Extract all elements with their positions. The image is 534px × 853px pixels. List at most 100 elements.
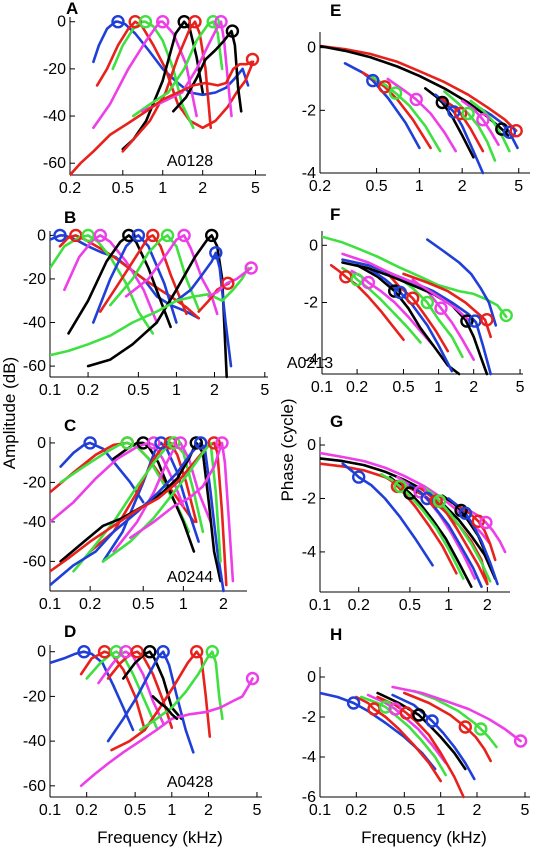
cf-marker-green xyxy=(109,645,124,659)
y-tick-label: -4 xyxy=(302,165,316,182)
x-tick-label: 5 xyxy=(516,379,525,396)
series-group xyxy=(70,20,255,177)
series-line-green xyxy=(380,473,465,580)
series-line-black xyxy=(122,650,183,721)
animal-id-label: A0128 xyxy=(167,153,213,170)
y-tick-label: -60 xyxy=(23,778,46,795)
cf-marker-red xyxy=(453,106,468,121)
cf-marker-magenta xyxy=(409,92,423,107)
panel-d: 0.1 0.2 0.5 1 2 5 0 -20 -40 -60 D A0428 xyxy=(23,622,262,819)
series-group xyxy=(50,234,253,379)
y-tick-label: 0 xyxy=(37,227,46,244)
y-tick-label: -2 xyxy=(302,102,316,119)
cf-marker-blue xyxy=(209,246,223,260)
y-tick-label: 0 xyxy=(307,437,316,454)
cf-marker-magenta xyxy=(177,228,191,243)
series-line-green xyxy=(396,275,464,359)
y-tick-label: -4 xyxy=(304,352,318,369)
x-tick-label: 5 xyxy=(251,180,260,197)
cf-marker-magenta xyxy=(513,734,528,748)
cf-marker-red xyxy=(509,123,523,138)
panel-letter: F xyxy=(330,205,340,224)
cf-marker-blue xyxy=(154,436,168,450)
x-tick-label: 1 xyxy=(444,597,453,614)
series-group xyxy=(320,451,507,588)
y-tick-label: -4 xyxy=(302,544,316,561)
cf-marker-blue xyxy=(77,645,91,659)
x-tick-label: 0.2 xyxy=(76,802,98,819)
cf-marker-blue xyxy=(458,506,473,520)
series-line-blue xyxy=(408,483,483,588)
y-tick-label: 0 xyxy=(37,644,46,661)
panel-letter: D xyxy=(64,622,76,641)
x-tick-label: 1 xyxy=(172,382,181,399)
cf-marker-green xyxy=(81,228,95,243)
cf-marker-black xyxy=(189,436,204,450)
x-tick-label: 0.5 xyxy=(392,379,414,396)
cf-marker-green xyxy=(420,295,434,310)
cf-marker-green xyxy=(461,106,475,121)
series-line-green xyxy=(368,74,442,153)
series-line-magenta xyxy=(391,685,522,743)
cf-marker-blue xyxy=(193,436,208,450)
y-tick-label: -40 xyxy=(23,733,46,750)
panel-letter: E xyxy=(330,1,341,20)
cf-marker-blue xyxy=(502,125,517,140)
x-tick-label: 0.2 xyxy=(345,802,367,819)
cf-marker-black xyxy=(460,314,474,328)
series-group xyxy=(320,685,522,799)
x-tick-label: 0.1 xyxy=(309,597,331,614)
cf-marker-green xyxy=(393,479,407,494)
cf-marker-magenta xyxy=(155,15,170,29)
series-line-green xyxy=(138,650,224,732)
panel-letter: H xyxy=(330,625,342,644)
x-tick-label: 0.5 xyxy=(127,382,149,399)
x-tick-label: 1 xyxy=(167,802,176,819)
animal-id-label: A0244 xyxy=(167,569,213,586)
series-line-green xyxy=(469,99,511,153)
series-line-magenta xyxy=(341,252,470,321)
panel-e: 0.2 0.5 1 2 5 0 -2 -4 E xyxy=(302,1,530,195)
animal-id-label: A0428 xyxy=(167,774,213,791)
series-line-magenta xyxy=(129,441,235,583)
series-line-red xyxy=(355,695,442,783)
x-tick-label: 0.1 xyxy=(39,382,61,399)
cf-marker-green xyxy=(167,436,181,450)
x-tick-label: 0.5 xyxy=(399,597,421,614)
x-axis-label-left: Frequency (kHz) xyxy=(97,828,223,847)
series-line-magenta xyxy=(124,234,219,316)
cf-marker-black xyxy=(122,228,136,243)
x-tick-label: 0.5 xyxy=(112,180,134,197)
cf-marker-red xyxy=(458,720,472,734)
cf-marker-red xyxy=(189,645,204,659)
series-line-black xyxy=(67,234,172,335)
cf-marker-black xyxy=(435,95,449,110)
y-tick-label: -60 xyxy=(23,553,46,570)
cf-marker-blue xyxy=(346,696,361,710)
series-line-blue xyxy=(50,441,225,593)
x-tick-label: 2 xyxy=(204,802,213,819)
panel-a: 0.2 0.5 1 2 5 0 -20 -40 -60 A A0128 xyxy=(43,0,266,197)
x-tick-label: 1 xyxy=(179,596,188,613)
series-line-red xyxy=(384,269,450,353)
y-tick-label: -40 xyxy=(23,514,46,531)
series-line-red xyxy=(58,234,200,320)
cf-marker-green xyxy=(138,15,153,29)
series-group xyxy=(50,650,254,788)
cf-marker-red xyxy=(130,645,144,659)
cf-marker-red xyxy=(245,52,260,67)
y-tick-label: -6 xyxy=(302,789,316,806)
x-tick-label: 1 xyxy=(158,180,167,197)
x-tick-label: 2 xyxy=(219,596,228,613)
y-tick-label: -2 xyxy=(304,295,318,312)
cf-marker-red xyxy=(188,15,202,29)
cf-marker-blue xyxy=(131,228,146,243)
x-tick-label: 0.5 xyxy=(124,802,146,819)
panel-c: 0.1 0.2 0.5 1 2 0 -20 -40 -60 C A0244 xyxy=(23,416,247,613)
panel-letter: G xyxy=(330,412,343,431)
x-tick-label: 0.2 xyxy=(59,180,81,197)
cf-marker-blue xyxy=(53,228,67,243)
y-tick-label: 0 xyxy=(57,14,66,31)
series-line-red xyxy=(121,20,212,153)
